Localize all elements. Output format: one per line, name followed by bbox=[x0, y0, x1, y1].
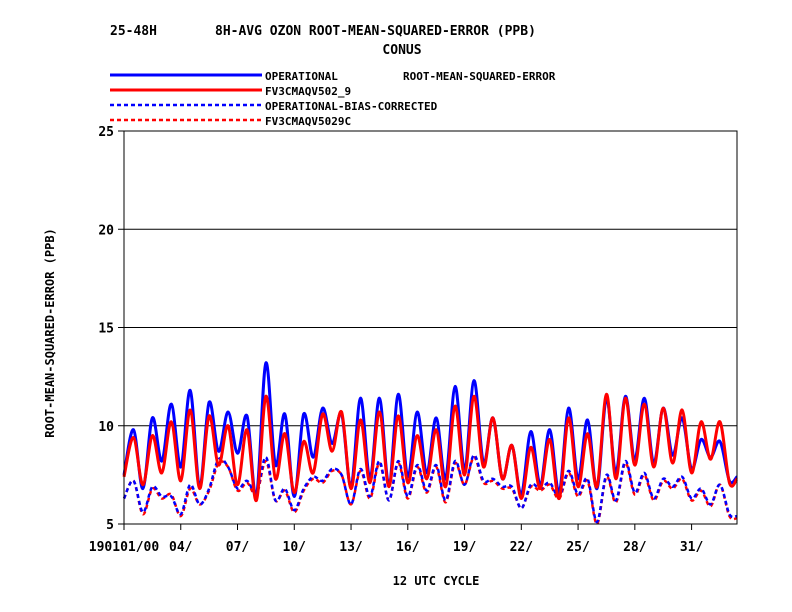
chart-subtitle: CONUS bbox=[382, 43, 421, 58]
x-tick-label: 31/ bbox=[680, 540, 704, 555]
series-line-operational-bias-corrected bbox=[122, 453, 738, 524]
series-lines bbox=[122, 361, 739, 526]
x-ticks: 190101/00 04/07/10/13/16/19/22/25/28/31/ bbox=[89, 524, 704, 555]
y-tick-label: 5 bbox=[106, 518, 114, 533]
x-tick-label: 22/ bbox=[510, 540, 534, 555]
y-tick-label: 20 bbox=[98, 223, 114, 238]
x-tick-label: 28/ bbox=[623, 540, 647, 555]
x-tick-label: 04/ bbox=[169, 540, 193, 555]
x-tick-label: 25/ bbox=[566, 540, 590, 555]
x-axis-label: 12 UTC CYCLE bbox=[393, 574, 480, 588]
series-line-fv3cmaqv5029c bbox=[122, 455, 738, 526]
x-tick-label: 190101/00 bbox=[89, 540, 160, 555]
y-tick-label: 15 bbox=[98, 322, 114, 337]
x-tick-label: 16/ bbox=[396, 540, 420, 555]
legend-label-operational-bias-corrected: OPERATIONAL-BIAS-CORRECTED bbox=[265, 100, 438, 113]
plot-frame bbox=[123, 130, 738, 525]
series-line-fv3cmaqv502-9 bbox=[122, 392, 739, 502]
legend-label-fv3cmaqv502-9: FV3CMAQV502_9 bbox=[265, 85, 351, 98]
gridlines bbox=[124, 228, 737, 427]
legend: OPERATIONAL ROOT-MEAN-SQUARED-ERROR FV3C… bbox=[110, 70, 556, 128]
y-ticks: 5 10 15 20 25 bbox=[98, 125, 124, 533]
y-axis-label: ROOT-MEAN-SQUARED-ERROR (PPB) bbox=[43, 228, 57, 438]
legend-label-fv3cmaqv5029c: FV3CMAQV5029C bbox=[265, 115, 351, 128]
chart-title: 8H-AVG OZON ROOT-MEAN-SQUARED-ERROR (PPB… bbox=[215, 24, 536, 39]
legend-label-operational: OPERATIONAL bbox=[265, 70, 338, 83]
x-tick-label: 13/ bbox=[339, 540, 363, 555]
y-tick-label: 25 bbox=[98, 125, 114, 140]
chart-title-left: 25-48H bbox=[110, 24, 157, 39]
legend-stat-label: ROOT-MEAN-SQUARED-ERROR bbox=[403, 70, 556, 83]
x-tick-label: 19/ bbox=[453, 540, 477, 555]
x-tick-label: 07/ bbox=[226, 540, 250, 555]
y-tick-label: 10 bbox=[98, 420, 114, 435]
x-tick-label: 10/ bbox=[283, 540, 307, 555]
